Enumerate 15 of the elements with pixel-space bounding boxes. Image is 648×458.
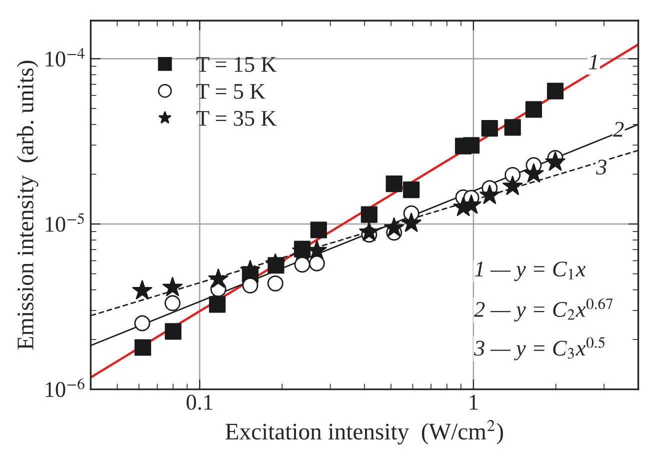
y-tick-label: 10$^{−6}$: [46, 378, 84, 398]
x-axis-title: Excitation intensity (W/cm$^{2}$): [226, 420, 503, 444]
annotation: 3 — y = C$_{3}$x$^{0.5}$: [474, 336, 605, 360]
legend-label: T = 35 K: [196, 110, 276, 126]
annotation: 2 — y = C$_{2}$x$^{0.67}$: [474, 298, 613, 322]
y-tick-label: 10$^{−5}$: [46, 213, 84, 232]
legend-label: T = 15 K: [196, 57, 276, 72]
annotation: 3: [596, 160, 606, 175]
annotation: 2: [613, 122, 624, 137]
annotation: 1: [588, 54, 597, 70]
x-tick-label: 0.1: [186, 394, 212, 410]
y-axis-title: Emission intensity (arb. units): [16, 60, 38, 350]
annotation: 1 — y = C$_{1}$x: [474, 262, 586, 282]
legend-label: T = 5 K: [196, 84, 266, 99]
y-tick-label: 10$^{−4}$: [46, 48, 84, 67]
